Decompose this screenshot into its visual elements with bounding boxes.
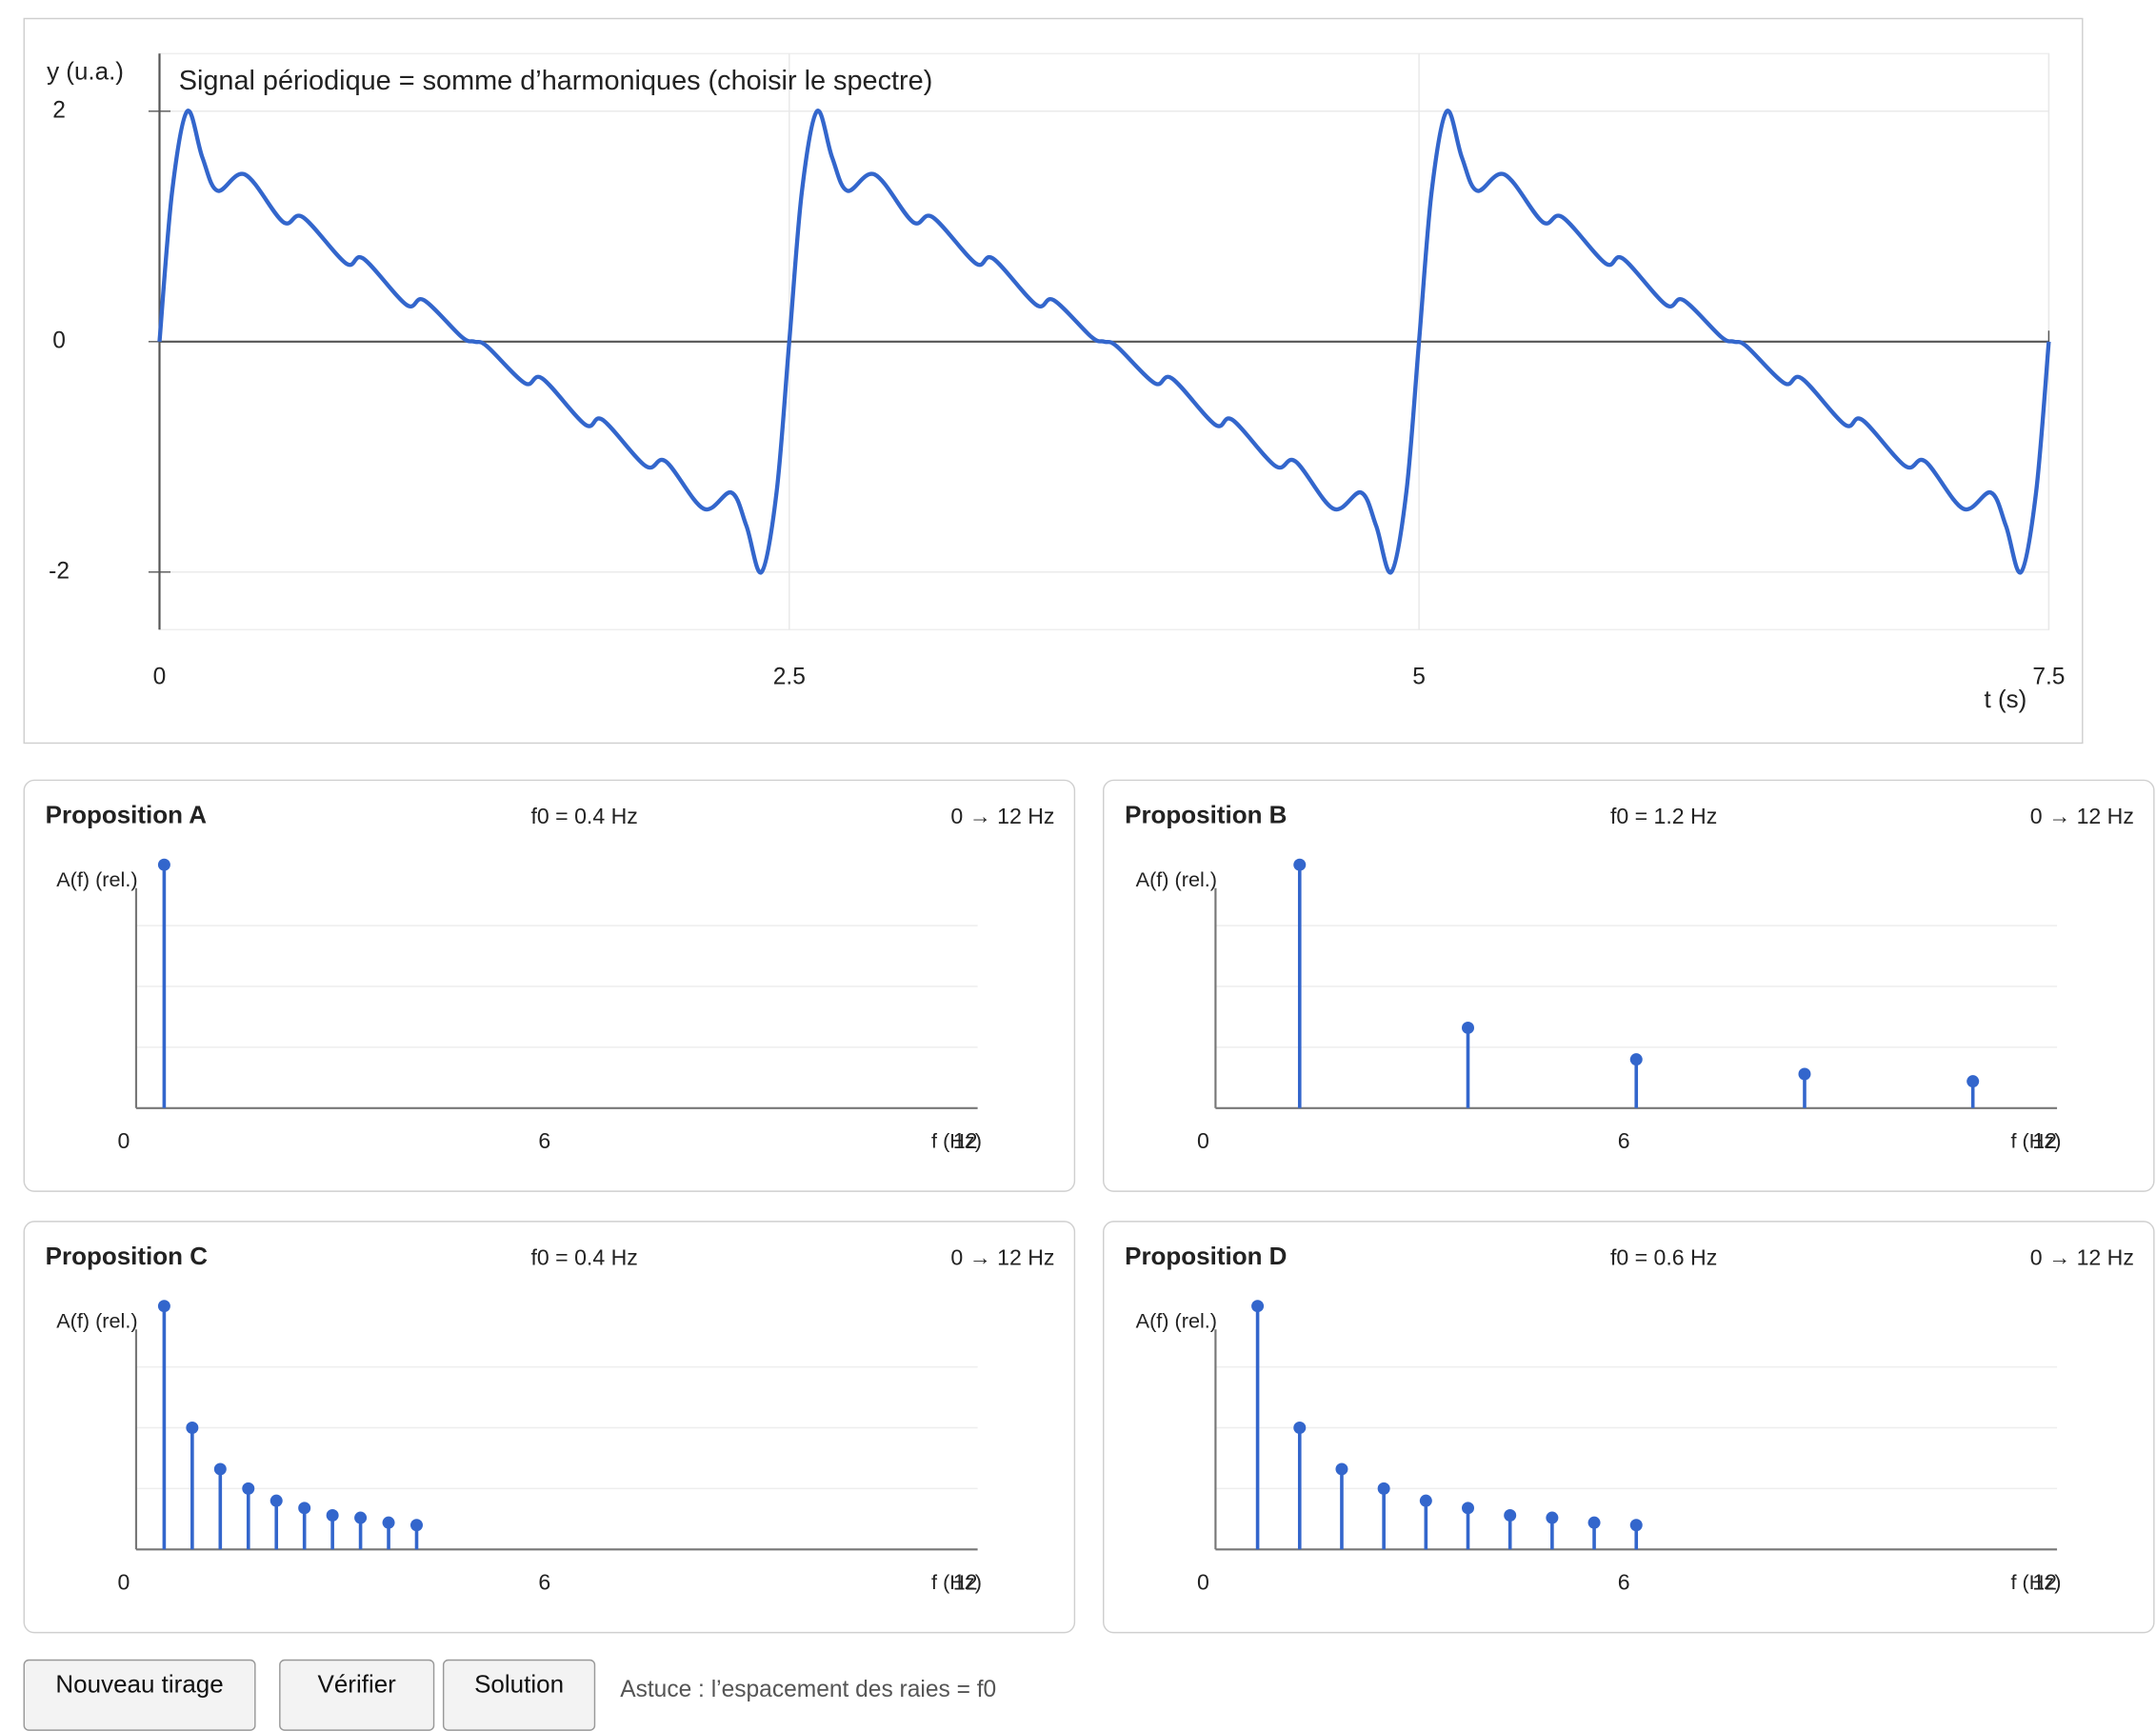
x-tick-label: 6 [538,1569,550,1594]
button[interactable]: Solution [442,1659,596,1731]
stem-head [242,1482,255,1495]
x-axis-label: f (Hz) [2011,1129,2062,1153]
y-tick-label: 0 [52,328,66,353]
stem-head [1293,1421,1307,1434]
card-subtitle: f0 = 0.4 Hz [530,804,637,828]
x-tick-label: 12 [953,1128,978,1153]
card-title: Proposition C [46,1242,209,1270]
stem-head [410,1519,423,1532]
stem-head [1293,858,1307,871]
spectrum-chart: Proposition C f0 = 0.4 Hz 0 → 12 Hz A(f) (r… [46,1242,1055,1594]
proposition-card[interactable]: Proposition A f0 = 0.4 Hz 0 → 12 Hz A(f) (r… [23,779,1076,1192]
stem-head [270,1494,283,1507]
stem-head [354,1511,368,1524]
y-axis-label: A(f) (rel.) [1136,867,1217,891]
spectrum-chart: Proposition B f0 = 1.2 Hz 0 → 12 Hz A(f) (r… [1125,801,2134,1153]
x-tick-label: 6 [538,1128,550,1153]
button[interactable]: Vérifier [279,1659,435,1731]
spectrum-chart: Proposition A f0 = 0.4 Hz 0 → 12 Hz A(f) (r… [46,801,1055,1153]
x-tick-label: 0 [153,664,167,689]
x-tick-label: 7.5 [2032,664,2065,689]
stem-head [186,1421,199,1434]
x-tick-label: 6 [1618,1128,1630,1153]
page: 0 2.5 5 7.5 -2 0 2 y (u.a.) t (s) Signal périodiq… [23,17,2155,1731]
y-tick-label: -2 [49,558,70,584]
card-subtitle: f0 = 0.4 Hz [530,1245,637,1270]
proposition-card[interactable]: Proposition B f0 = 1.2 Hz 0 → 12 Hz A(f) (r… [1103,779,2155,1192]
stem-head [1587,1516,1601,1529]
proposition-card[interactable]: Proposition D f0 = 0.6 Hz 0 → 12 Hz A(f) (r… [1103,1221,2155,1634]
card-range: 0 → 12 Hz [950,1245,1054,1270]
card-subtitle: f0 = 1.2 Hz [1610,804,1717,828]
stem-head [157,1300,170,1313]
spectrum-chart: Proposition D f0 = 0.6 Hz 0 → 12 Hz A(f) (r… [1125,1242,2134,1594]
card-title: Proposition B [1125,801,1287,829]
x-axis-label: t (s) [1985,685,2027,713]
stem-head [1504,1508,1517,1522]
stem-head [1377,1482,1390,1495]
signal-line [157,109,2051,575]
stem-head [1419,1494,1432,1507]
y-axis-label: A(f) (rel.) [56,867,137,891]
card-title: Proposition A [46,801,208,829]
hint: Astuce : l’espacement des raies = f0 [620,1676,997,1702]
stem-head [1629,1053,1643,1066]
x-tick-label: 5 [1412,664,1426,689]
y-axis-label: y (u.a.) [47,56,124,85]
card-range: 0 → 12 Hz [2030,1245,2134,1270]
chart-title: Signal périodique = somme d’harmoniques … [179,66,933,96]
stem-head [1798,1067,1811,1081]
y-axis-label: A(f) (rel.) [1136,1309,1217,1333]
x-axis-label: f (Hz) [2011,1570,2062,1594]
signal-chart: 0 2.5 5 7.5 -2 0 2 y (u.a.) t (s) Signal périodiq… [47,52,2065,713]
x-tick-label: 12 [2032,1128,2057,1153]
card-range: 0 → 12 Hz [2030,804,2134,828]
x-tick-label: 12 [953,1569,978,1594]
stem-head [298,1502,311,1515]
x-axis-label: f (Hz) [931,1570,982,1594]
app: 0 2.5 5 7.5 -2 0 2 y (u.a.) t (s) Signal périodiq… [23,17,2155,1731]
x-tick-label: 0 [1197,1569,1209,1594]
stem-head [1251,1300,1265,1313]
stem-head [1629,1519,1643,1532]
x-tick-label: 0 [118,1569,130,1594]
x-tick-label: 0 [118,1128,130,1153]
stem-head [1966,1075,1980,1088]
x-axis-label: f (Hz) [931,1129,982,1153]
stem-head [1335,1462,1348,1476]
x-tick-label: 2.5 [773,664,806,689]
card-range: 0 → 12 Hz [950,804,1054,828]
stem-head [213,1462,227,1476]
x-tick-label: 0 [1197,1128,1209,1153]
signal-card: 0 2.5 5 7.5 -2 0 2 y (u.a.) t (s) Signal périodiq… [23,17,2084,745]
stem-head [326,1508,339,1522]
stem-head [1546,1511,1559,1524]
stem-head [157,858,170,871]
x-tick-label: 6 [1618,1569,1630,1594]
card-subtitle: f0 = 0.6 Hz [1610,1245,1717,1270]
stem-head [382,1516,395,1529]
y-tick-label: 2 [52,97,66,123]
button[interactable]: Nouveau tirage [23,1659,256,1731]
proposition-card[interactable]: Proposition C f0 = 0.4 Hz 0 → 12 Hz A(f) (r… [23,1221,1076,1634]
stem-head [1462,1021,1475,1034]
x-tick-label: 12 [2032,1569,2057,1594]
stem-head [1462,1502,1475,1515]
card-title: Proposition D [1125,1242,1287,1270]
y-axis-label: A(f) (rel.) [56,1309,137,1333]
